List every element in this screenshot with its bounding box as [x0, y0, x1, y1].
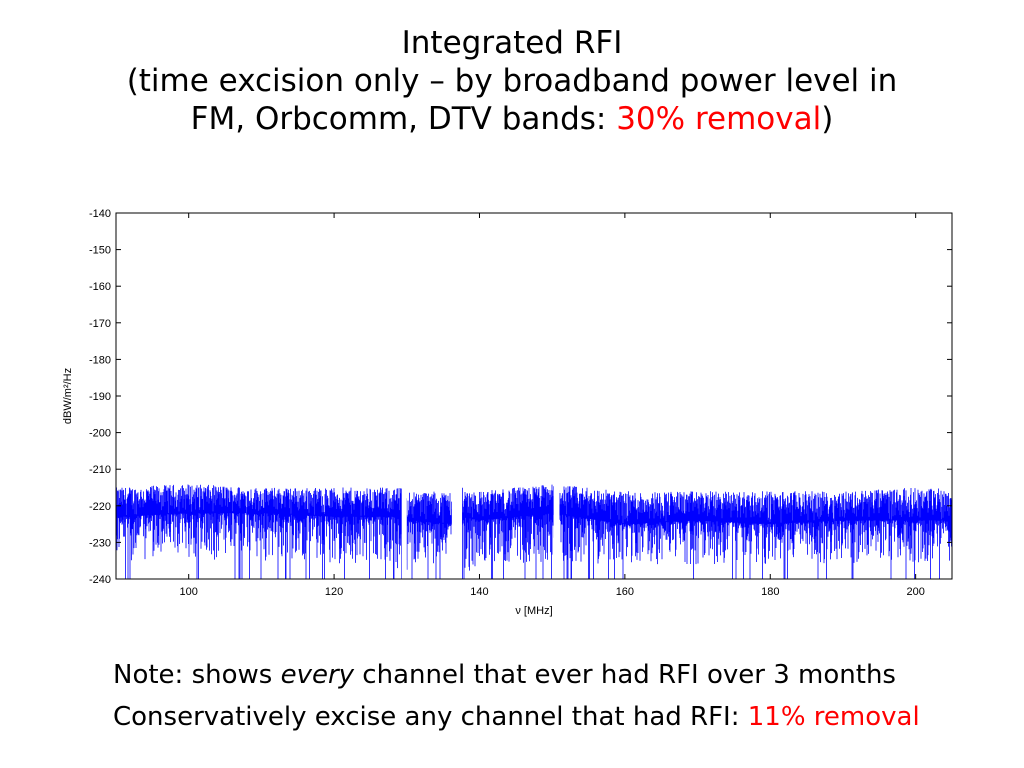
- y-tick-label: -170: [89, 318, 111, 330]
- spectrum-chart: 100 120 140 160 180 200 -240 -230 -220 -210 -200 -1…: [62, 208, 953, 617]
- ticks-layer: 100 120 140 160 180 200 -240 -230 -220 -210 -200 -1…: [89, 208, 952, 598]
- note-highlight: 11% removal: [747, 702, 920, 732]
- spectrum-series-line: [115, 484, 953, 579]
- excision-gap: [451, 213, 463, 579]
- x-tick-label: 120: [325, 586, 343, 598]
- x-tick-label: 160: [616, 586, 634, 598]
- title-line-3-close: ): [821, 101, 834, 137]
- x-tick-label: 100: [180, 586, 198, 598]
- note-line-2: Conservatively excise any channel that h…: [113, 696, 1013, 738]
- note-line-1-rest: channel that ever had RFI over 3 months: [354, 660, 896, 690]
- y-tick-label: -160: [89, 281, 111, 293]
- x-tick-label: 200: [906, 586, 924, 598]
- x-tick-label: 140: [470, 586, 488, 598]
- title-line-3-text: FM, Orbcomm, DTV bands:: [190, 101, 617, 137]
- title-line-2: (time excision only – by broadband power…: [126, 63, 898, 99]
- y-tick-label: -220: [89, 501, 111, 513]
- note-line-1-text: Note: shows: [113, 660, 281, 690]
- x-tick-label: 180: [761, 586, 779, 598]
- y-tick-label: -230: [89, 537, 111, 549]
- slide-title: Integrated RFI (time excision only – by …: [0, 24, 1024, 138]
- x-axis-label: ν [MHz]: [515, 605, 552, 617]
- y-tick-label: -140: [89, 208, 111, 220]
- excision-gap: [553, 213, 560, 579]
- note-emphasis: every: [280, 660, 355, 690]
- y-tick-label: -200: [89, 428, 111, 440]
- y-axis-label: dBW/m²/Hz: [62, 368, 74, 424]
- series-layer: [115, 213, 953, 579]
- y-tick-label: -180: [89, 354, 111, 366]
- excision-gap: [401, 213, 407, 579]
- title-highlight: 30% removal: [616, 101, 822, 137]
- notes: Note: shows every channel that ever had …: [113, 654, 1013, 738]
- y-tick-label: -190: [89, 391, 111, 403]
- y-tick-label: -210: [89, 464, 111, 476]
- title-line-1: Integrated RFI: [401, 25, 623, 61]
- y-tick-label: -150: [89, 245, 111, 257]
- note-line-1: Note: shows every channel that ever had …: [113, 654, 1013, 696]
- y-tick-label: -240: [89, 574, 111, 586]
- note-line-2-text: Conservatively excise any channel that h…: [113, 702, 748, 732]
- title-line-3: FM, Orbcomm, DTV bands: 30% removal): [0, 100, 1024, 138]
